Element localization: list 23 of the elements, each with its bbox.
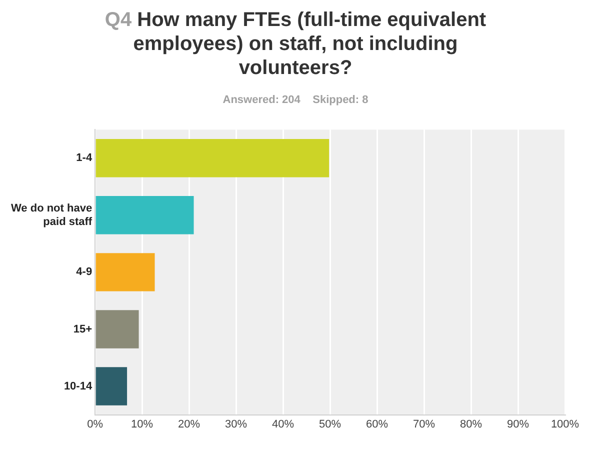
y-tick-label: 15+	[73, 323, 92, 336]
y-tick-label: We do not have paid staff	[10, 202, 92, 228]
x-tick-label: 70%	[413, 418, 436, 430]
x-tick-label: 20%	[178, 418, 200, 430]
x-tick-label: 10%	[131, 418, 154, 430]
x-tick-label: 50%	[319, 418, 342, 430]
chart-subtitle: Answered: 204 Skipped: 8	[222, 94, 370, 106]
y-tick-label: 4-9	[76, 266, 92, 278]
x-tick-label: 90%	[506, 418, 530, 430]
x-tick-label: 60%	[366, 418, 388, 430]
x-tick-label: 0%	[87, 418, 104, 430]
bar	[96, 253, 155, 292]
x-tick-label: 100%	[550, 418, 580, 430]
x-tick-label: 40%	[272, 418, 294, 430]
y-tick-label: 10-14	[64, 380, 93, 392]
y-tick-label: 1-4	[76, 152, 93, 164]
bar	[96, 139, 330, 178]
bar	[96, 367, 128, 406]
x-tick-label: 30%	[225, 418, 248, 430]
chart-title: Q4 How many FTEs (full-time equivalent employees) on staff, not including volunteers?	[104, 9, 486, 79]
bar	[96, 310, 139, 348]
bar	[96, 196, 194, 234]
x-tick-label: 80%	[460, 418, 482, 430]
